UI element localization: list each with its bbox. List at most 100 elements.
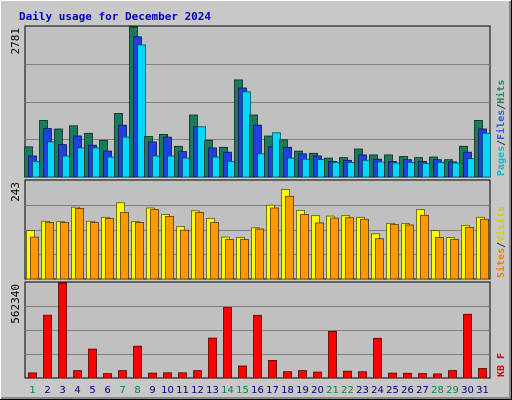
bar-sites-day-29: Sites 29: 98 bbox=[450, 239, 459, 280]
bar-kb-f-day-26: KB F 26: 28000 bbox=[403, 372, 412, 379]
x-tick-label-17: 17 bbox=[266, 385, 279, 396]
legend-item-: / bbox=[496, 242, 507, 248]
bar-kb-f-day-28: KB F 28: 24000 bbox=[433, 373, 442, 379]
x-tick-label-13: 13 bbox=[206, 385, 219, 396]
bar-kb-f-day-21: KB F 21: 276000 bbox=[328, 330, 337, 379]
bar-sites-day-15: Sites 15: 98 bbox=[240, 239, 249, 280]
bar-kb-f-day-12: KB F 12: 44000 bbox=[193, 370, 202, 379]
x-tick-label-29: 29 bbox=[446, 385, 459, 396]
panel-visits-ymax-label: 243 bbox=[9, 182, 22, 202]
x-tick-label-21: 21 bbox=[326, 385, 339, 396]
x-tick-label-12: 12 bbox=[191, 385, 204, 396]
legend-item-: / bbox=[496, 104, 507, 110]
legend-item-sites: Sites bbox=[495, 248, 507, 278]
bar-pages-day-8: Pages 8: 2450 bbox=[137, 44, 146, 178]
bar-kb-f-day-20: KB F 20: 35000 bbox=[313, 371, 322, 379]
bar-sites-day-8: Sites 8: 140 bbox=[135, 222, 144, 280]
x-tick-label-19: 19 bbox=[296, 385, 309, 396]
bar-sites-day-23: Sites 23: 148 bbox=[360, 218, 369, 280]
x-tick-label-6: 6 bbox=[104, 385, 110, 396]
bar-kb-f-day-4: KB F 4: 44000 bbox=[73, 370, 82, 379]
bar-sites-day-11: Sites 11: 121 bbox=[180, 229, 189, 280]
bar-kb-f-day-22: KB F 22: 40000 bbox=[343, 370, 352, 379]
x-tick-label-7: 7 bbox=[119, 385, 125, 396]
x-tick-label-16: 16 bbox=[251, 385, 264, 396]
x-tick-label-5: 5 bbox=[89, 385, 95, 396]
x-tick-label-18: 18 bbox=[281, 385, 294, 396]
x-axis: 1 2 3 4 5 6 7 8 9 10 11 12 13 14 15 16 17 18 19 20 21 22 23 24 2… bbox=[29, 385, 489, 396]
bevel-bottom-shadow bbox=[1, 397, 511, 399]
x-tick-label-9: 9 bbox=[149, 385, 155, 396]
bar-kb-f-day-5: KB F 5: 171000 bbox=[88, 348, 97, 379]
bar-sites-day-3: Sites 3: 140 bbox=[60, 222, 69, 280]
bar-kb-f-day-17: KB F 17: 104000 bbox=[268, 359, 277, 379]
x-tick-label-1: 1 bbox=[29, 385, 35, 396]
bar-sites-day-13: Sites 13: 140 bbox=[210, 222, 219, 280]
x-tick-label-26: 26 bbox=[401, 385, 414, 396]
bar-sites-day-2: Sites 2: 140 bbox=[45, 222, 54, 280]
legend-item-f: F bbox=[496, 353, 507, 359]
bar-sites-day-22: Sites 22: 152 bbox=[345, 217, 354, 280]
legend-item-files: Files bbox=[495, 110, 507, 140]
x-tick-label-30: 30 bbox=[461, 385, 474, 396]
bar-kb-f-day-16: KB F 16: 371000 bbox=[253, 314, 262, 379]
bar-kb-f-day-1: KB F 1: 30000 bbox=[28, 372, 37, 379]
bar-kb-f-day-7: KB F 7: 44000 bbox=[118, 370, 127, 379]
x-tick-label-20: 20 bbox=[311, 385, 324, 396]
bar-sites-day-31: Sites 31: 148 bbox=[480, 218, 489, 280]
bar-kb-f-day-31: KB F 31: 56000 bbox=[478, 368, 487, 379]
bar-kb-f-day-24: KB F 24: 235000 bbox=[373, 337, 382, 379]
bar-kb-f-day-10: KB F 10: 31000 bbox=[163, 372, 172, 379]
bar-sites-day-25: Sites 25: 135 bbox=[390, 224, 399, 280]
legend-item-kb: KB bbox=[496, 359, 507, 377]
bar-sites-day-28: Sites 28: 103 bbox=[435, 237, 444, 280]
x-tick-label-2: 2 bbox=[44, 385, 50, 396]
legend-item-pages: Pages bbox=[496, 146, 507, 176]
bar-kb-f-day-18: KB F 18: 37000 bbox=[283, 371, 292, 379]
bar-pages-day-31: Pages 31: 810 bbox=[482, 132, 491, 178]
bar-kb-f-day-25: KB F 25: 29000 bbox=[388, 372, 397, 379]
bar-sites-day-24: Sites 24: 100 bbox=[375, 238, 384, 280]
x-tick-label-28: 28 bbox=[431, 385, 444, 396]
x-tick-label-10: 10 bbox=[161, 385, 174, 396]
bar-kb-f-day-13: KB F 13: 236000 bbox=[208, 337, 217, 379]
x-tick-label-27: 27 bbox=[416, 385, 429, 396]
x-tick-label-22: 22 bbox=[341, 385, 354, 396]
panel-kbytes: 562340 KB F KB F 1: 30000 KB F 2: 372000 KB … bbox=[9, 281, 507, 379]
panel-hits-ymax-label: 2781 bbox=[9, 28, 22, 55]
bar-kb-f-day-15: KB F 15: 71000 bbox=[238, 365, 247, 379]
bar-kb-f-day-23: KB F 23: 37000 bbox=[358, 371, 367, 379]
bar-sites-day-1: Sites 1: 104 bbox=[30, 236, 39, 280]
panel-kbytes-legend: KB F bbox=[496, 353, 507, 377]
chart-title: Daily usage for December 2024 bbox=[19, 10, 211, 23]
x-tick-label-8: 8 bbox=[134, 385, 140, 396]
bar-sites-day-14: Sites 14: 98 bbox=[225, 239, 234, 280]
bar-kb-f-day-6: KB F 6: 26000 bbox=[103, 373, 112, 379]
x-tick-label-14: 14 bbox=[221, 385, 234, 396]
x-tick-label-31: 31 bbox=[476, 385, 489, 396]
bar-sites-day-19: Sites 19: 160 bbox=[300, 214, 309, 280]
bar-sites-day-27: Sites 27: 158 bbox=[420, 214, 429, 280]
bar-sites-day-5: Sites 5: 140 bbox=[90, 222, 99, 280]
panel-kbytes-ymax-label: 562340 bbox=[9, 284, 22, 324]
panel-visits-legend: Sites/Visits bbox=[495, 206, 507, 278]
x-tick-label-3: 3 bbox=[59, 385, 65, 396]
legend-item-: / bbox=[496, 140, 507, 146]
bar-kb-f-day-8: KB F 8: 188000 bbox=[133, 345, 142, 379]
bar-kb-f-day-30: KB F 30: 377000 bbox=[463, 313, 472, 379]
bar-sites-day-17: Sites 17: 176 bbox=[270, 207, 279, 280]
bar-sites-day-21: Sites 21: 151 bbox=[330, 217, 339, 280]
bar-sites-day-10: Sites 10: 155 bbox=[165, 216, 174, 280]
bar-sites-day-6: Sites 6: 150 bbox=[105, 218, 114, 280]
bar-kb-f-day-11: KB F 11: 31000 bbox=[178, 372, 187, 379]
x-tick-label-25: 25 bbox=[386, 385, 399, 396]
bar-sites-day-20: Sites 20: 139 bbox=[315, 222, 324, 280]
bar-kb-f-day-14: KB F 14: 417000 bbox=[223, 307, 232, 379]
bar-kb-f-day-9: KB F 9: 29000 bbox=[148, 372, 157, 379]
bar-kb-f-day-29: KB F 29: 44000 bbox=[448, 370, 457, 379]
